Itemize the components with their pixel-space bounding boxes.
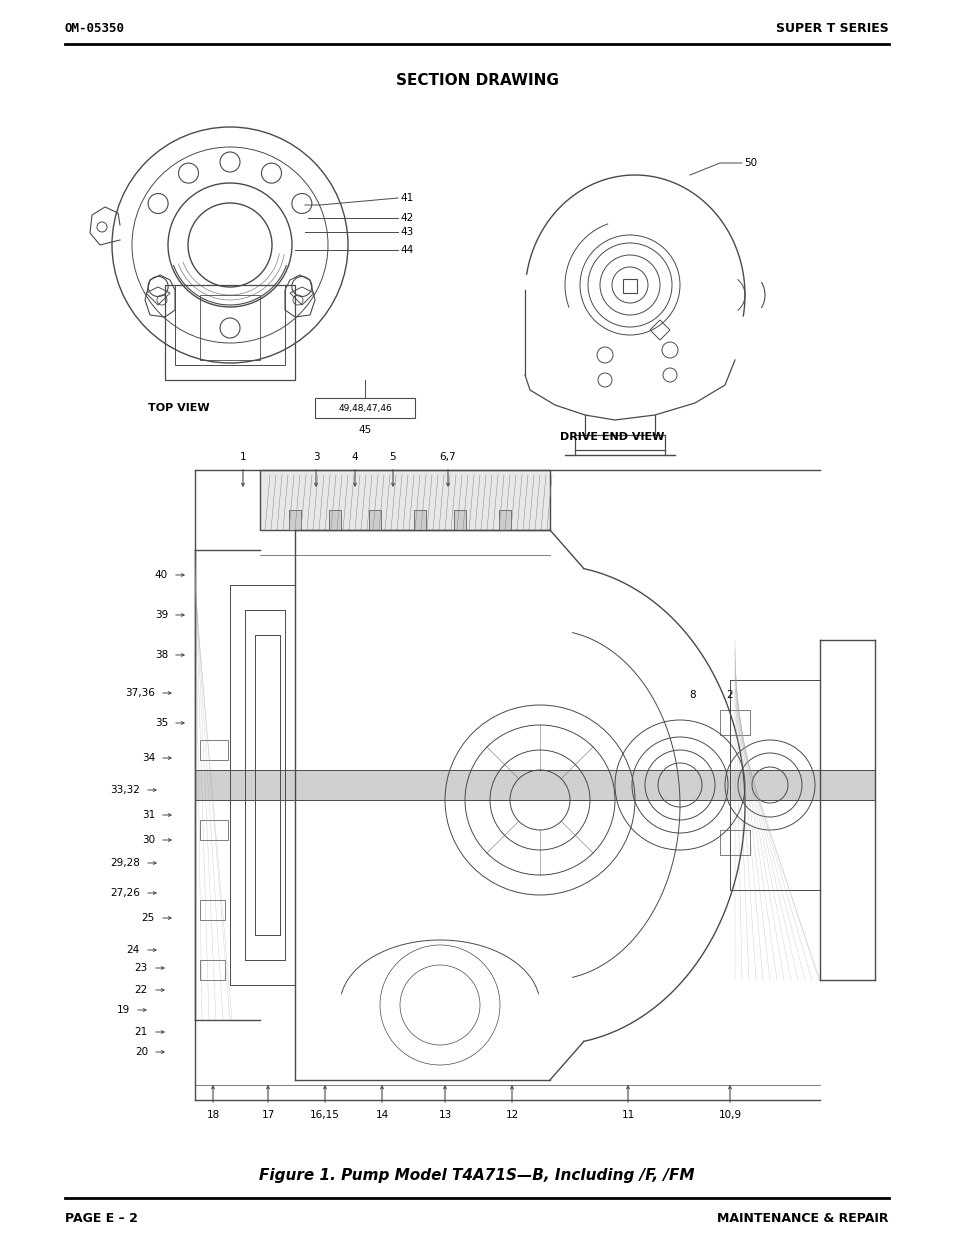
Bar (200, 295, 260, 359)
Bar (454, 510, 465, 530)
Bar (289, 510, 301, 530)
Bar (174, 285, 285, 366)
Text: TOP VIEW: TOP VIEW (148, 403, 210, 412)
Text: 17: 17 (261, 1110, 274, 1120)
Bar (260, 471, 550, 530)
Text: SUPER T SERIES: SUPER T SERIES (776, 22, 888, 35)
Text: 11: 11 (620, 1110, 634, 1120)
Text: 30: 30 (142, 835, 154, 845)
Text: 22: 22 (134, 986, 148, 995)
Bar (194, 769, 874, 800)
Bar (720, 830, 749, 855)
Text: 6,7: 6,7 (439, 452, 456, 462)
Text: 33,32: 33,32 (110, 785, 140, 795)
Text: 37,36: 37,36 (125, 688, 154, 698)
Text: Figure 1. Pump Model T4A71S—B, Including /F, /FM: Figure 1. Pump Model T4A71S—B, Including… (259, 1168, 694, 1183)
Text: 3: 3 (313, 452, 319, 462)
Text: 34: 34 (142, 753, 154, 763)
Bar (200, 900, 225, 920)
Text: 18: 18 (206, 1110, 219, 1120)
Text: 31: 31 (142, 810, 154, 820)
Bar (200, 820, 228, 840)
Text: 12: 12 (505, 1110, 518, 1120)
Bar (165, 285, 294, 380)
Text: 45: 45 (358, 425, 372, 435)
Text: 10,9: 10,9 (718, 1110, 740, 1120)
Bar (498, 510, 511, 530)
Text: 1: 1 (239, 452, 246, 462)
Bar (369, 510, 380, 530)
Text: 19: 19 (116, 1005, 130, 1015)
Text: 23: 23 (134, 963, 148, 973)
Text: 8: 8 (689, 690, 696, 700)
Bar (200, 740, 228, 760)
Text: 25: 25 (142, 913, 154, 923)
Text: 35: 35 (154, 718, 168, 727)
Bar (414, 510, 426, 530)
Text: 24: 24 (127, 945, 140, 955)
Bar (314, 398, 415, 417)
Bar (329, 510, 340, 530)
Bar (622, 279, 637, 293)
Text: MAINTENANCE & REPAIR: MAINTENANCE & REPAIR (717, 1212, 888, 1225)
Text: 41: 41 (399, 193, 413, 203)
Text: 27,26: 27,26 (110, 888, 140, 898)
Text: 42: 42 (399, 212, 413, 224)
Text: OM-05350: OM-05350 (65, 22, 125, 35)
Text: DRIVE END VIEW: DRIVE END VIEW (559, 432, 663, 442)
Text: 43: 43 (399, 227, 413, 237)
Text: 5: 5 (389, 452, 395, 462)
Text: SECTION DRAWING: SECTION DRAWING (395, 73, 558, 88)
Text: 50: 50 (743, 158, 757, 168)
Text: 4: 4 (352, 452, 358, 462)
Text: 49,48,47,46: 49,48,47,46 (337, 404, 392, 412)
Text: 44: 44 (399, 245, 413, 254)
Text: 29,28: 29,28 (110, 858, 140, 868)
Text: 14: 14 (375, 1110, 388, 1120)
Text: 16,15: 16,15 (310, 1110, 339, 1120)
Text: 13: 13 (438, 1110, 451, 1120)
Text: 2: 2 (726, 690, 733, 700)
Text: 39: 39 (154, 610, 168, 620)
Text: PAGE E – 2: PAGE E – 2 (65, 1212, 138, 1225)
Bar (200, 960, 225, 981)
Text: 38: 38 (154, 650, 168, 659)
Text: 20: 20 (134, 1047, 148, 1057)
Text: 21: 21 (134, 1028, 148, 1037)
Text: 40: 40 (154, 571, 168, 580)
Bar (720, 710, 749, 735)
